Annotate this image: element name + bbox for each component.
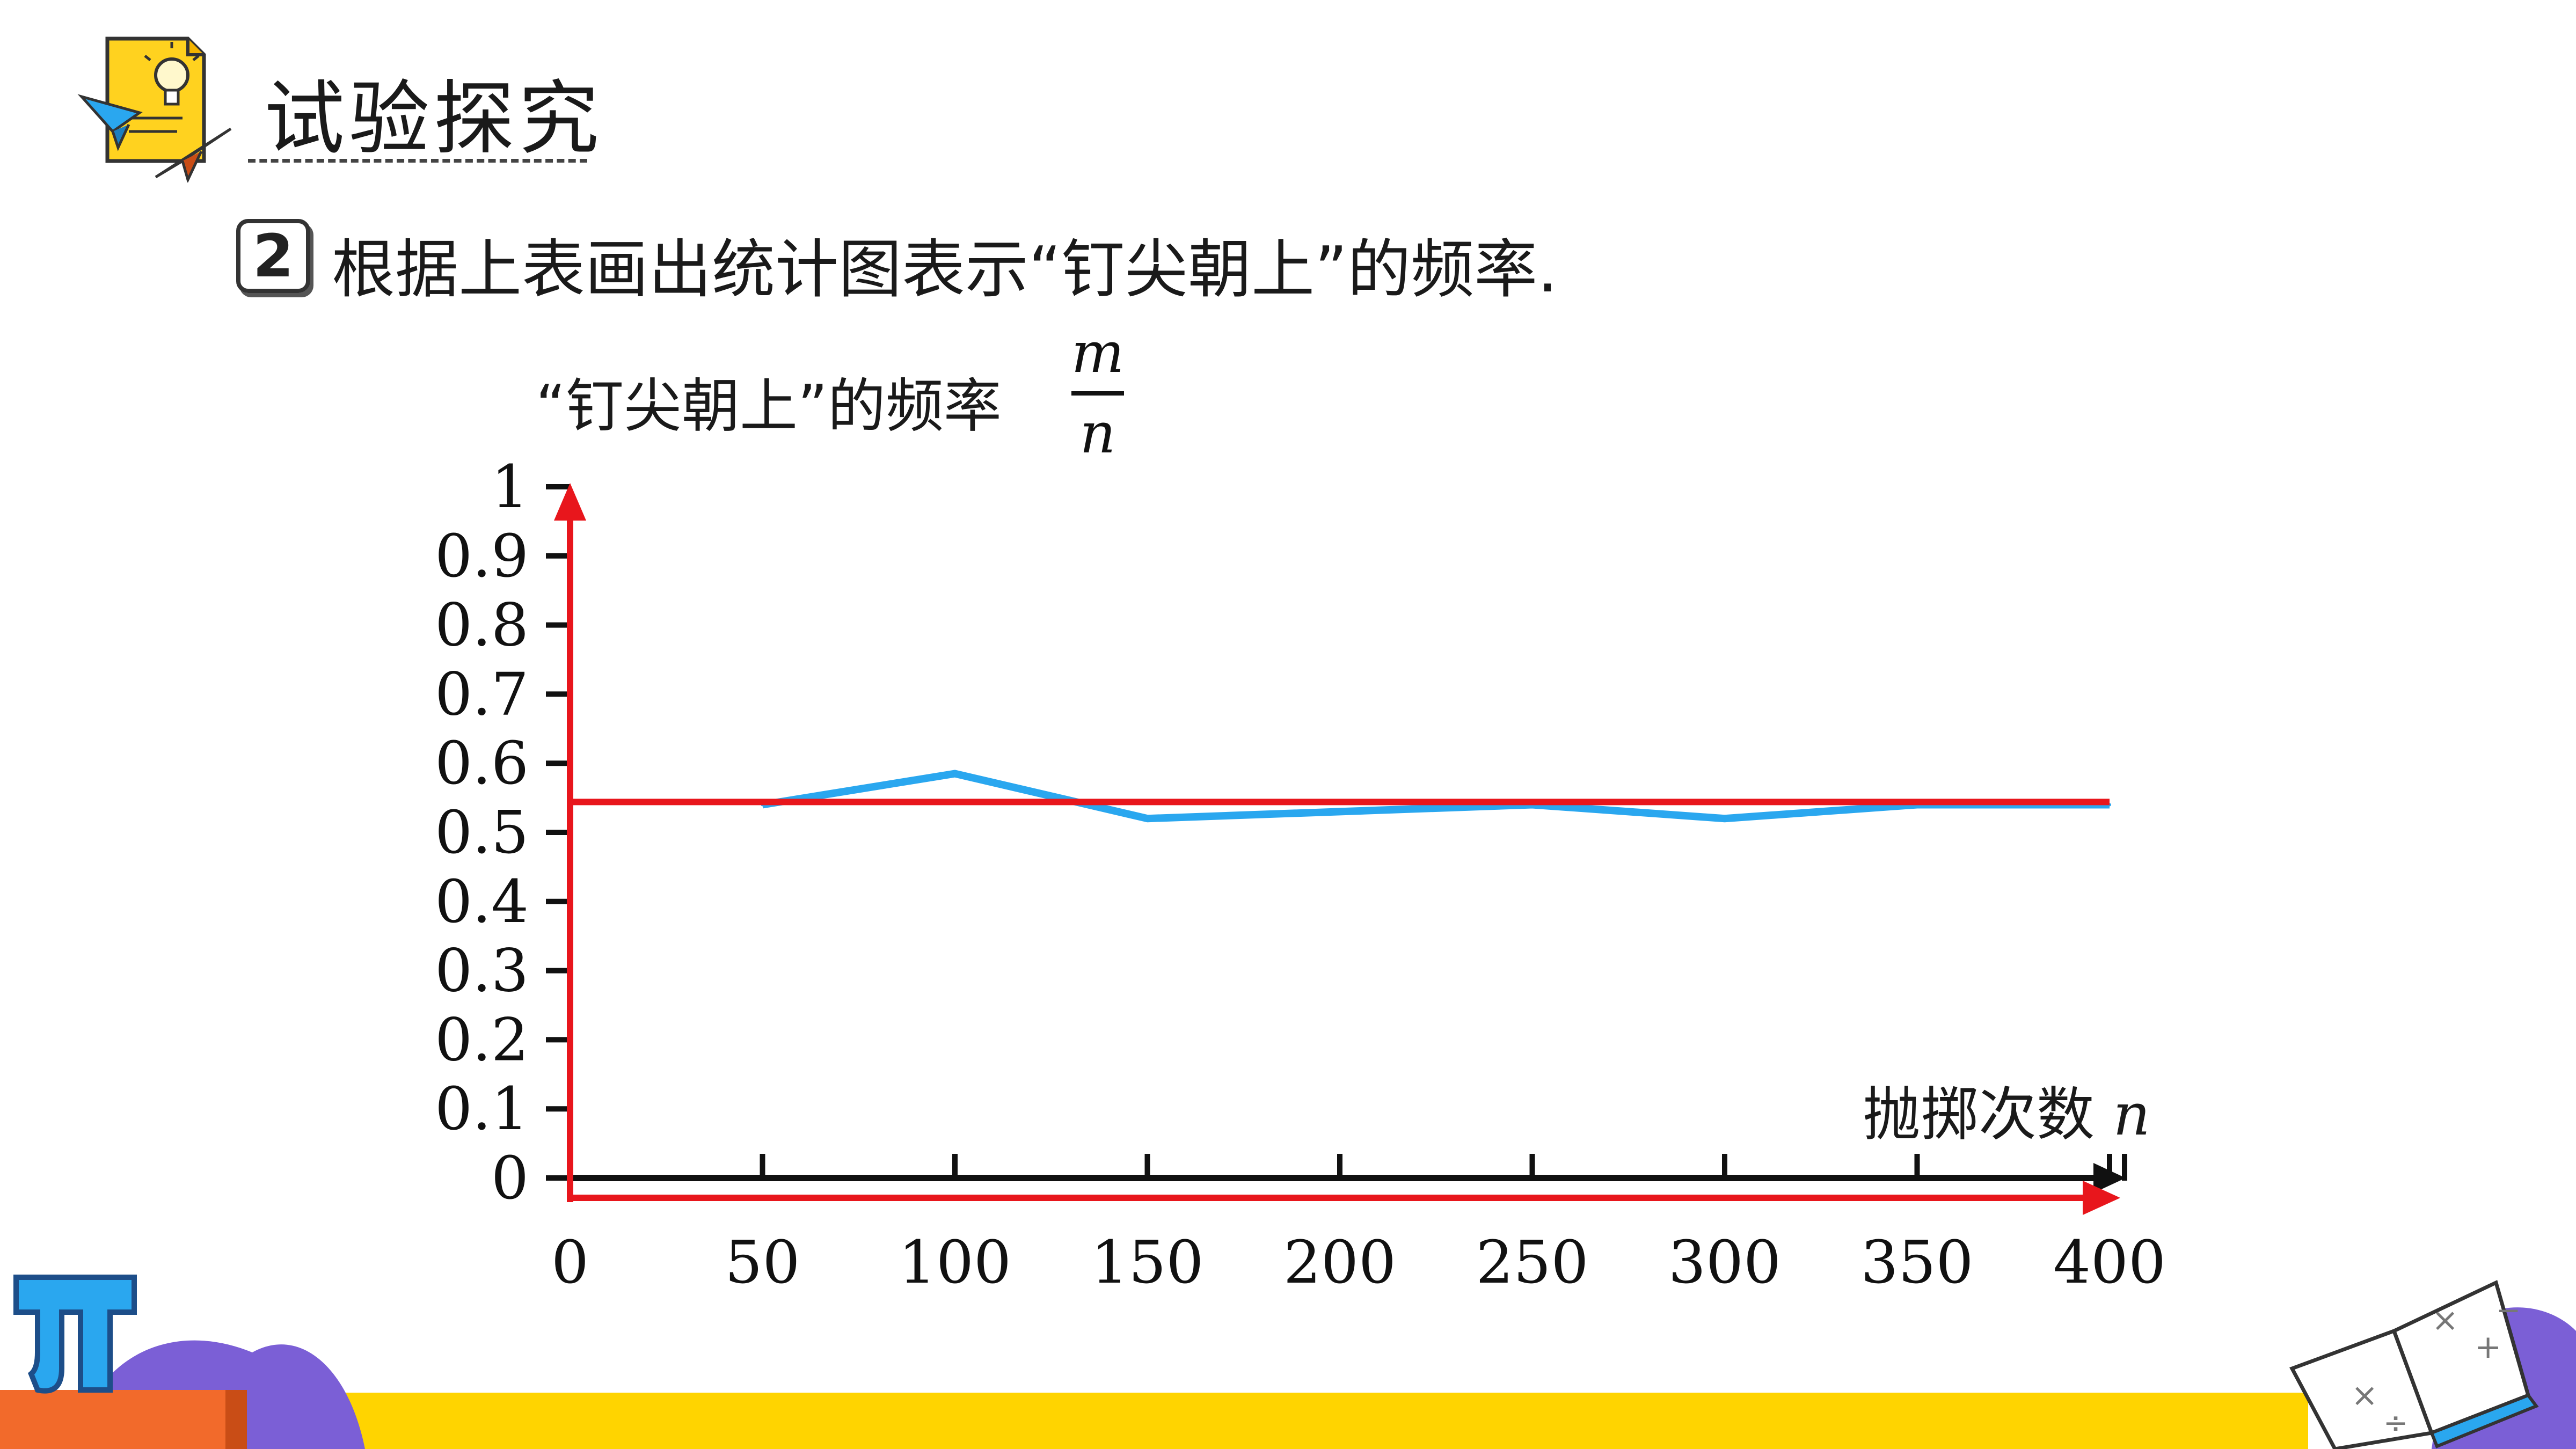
y-tick-label: 1 xyxy=(491,452,529,521)
y-tick-label: 0.7 xyxy=(435,660,529,728)
svg-text:+: + xyxy=(2475,1328,2501,1366)
y-axis-fraction: m n xyxy=(1068,325,1127,461)
x-tick-label: 200 xyxy=(1283,1228,1396,1297)
open-book-math-icon: × + × ÷ − xyxy=(2289,1280,2576,1449)
y-tick-label: 0.5 xyxy=(435,798,529,867)
y-tick-label: 0.8 xyxy=(435,591,529,660)
x-tick-label: 350 xyxy=(1861,1228,1974,1297)
y-tick-label: 0.3 xyxy=(435,936,529,1005)
x-tick-label: 100 xyxy=(899,1228,1011,1297)
x-axis-red-arrowhead xyxy=(2083,1181,2120,1215)
svg-text:÷: ÷ xyxy=(2383,1406,2408,1440)
x-axis-label-var: n xyxy=(2113,1081,2150,1148)
step-number-badge: 2 xyxy=(236,219,310,293)
y-axis-red-arrowhead xyxy=(554,483,586,521)
fraction-denominator: n xyxy=(1079,400,1116,466)
y-tick-label: 0.1 xyxy=(435,1074,529,1143)
bottom-yellow-band xyxy=(344,1393,2308,1449)
frequency-data-point xyxy=(1338,810,1341,814)
y-tick-label: 0.4 xyxy=(435,867,529,936)
x-tick-label: 300 xyxy=(1668,1228,1781,1297)
x-axis-label: 抛掷次数 n xyxy=(1863,1068,2150,1152)
x-tick-label: 250 xyxy=(1476,1228,1589,1297)
y-tick-label: 0.2 xyxy=(435,1005,529,1074)
x-tick-label: 150 xyxy=(1091,1228,1204,1297)
section-title: 试验探究 xyxy=(264,72,604,166)
svg-text:×: × xyxy=(2351,1377,2378,1414)
frequency-data-point xyxy=(953,772,957,775)
x-tick-label: 400 xyxy=(2053,1228,2166,1297)
frequency-data-point xyxy=(1723,817,1726,821)
y-tick-label: 0.9 xyxy=(435,522,529,590)
x-axis-label-text: 抛掷次数 xyxy=(1863,1081,2095,1148)
pi-icon xyxy=(0,1275,365,1449)
y-tick-label: 0 xyxy=(491,1144,529,1212)
lightbulb-paper-planes-icon xyxy=(77,36,232,182)
x-tick-label: 0 xyxy=(551,1228,589,1297)
y-tick-label: 0.6 xyxy=(435,729,529,797)
frequency-data-point xyxy=(1145,817,1149,821)
fraction-bar xyxy=(1071,391,1124,396)
title-underline xyxy=(248,159,587,163)
instruction-text: 根据上表画出统计图表示“钉尖朝上”的频率. xyxy=(332,232,1558,306)
svg-text:×: × xyxy=(2432,1301,2458,1339)
fraction-numerator: m xyxy=(1071,320,1125,385)
y-axis-label: “钉尖朝上”的频率 xyxy=(536,373,1002,440)
frequency-series-line xyxy=(762,770,2110,823)
svg-text:−: − xyxy=(2496,1293,2521,1327)
x-tick-label: 50 xyxy=(725,1228,800,1297)
